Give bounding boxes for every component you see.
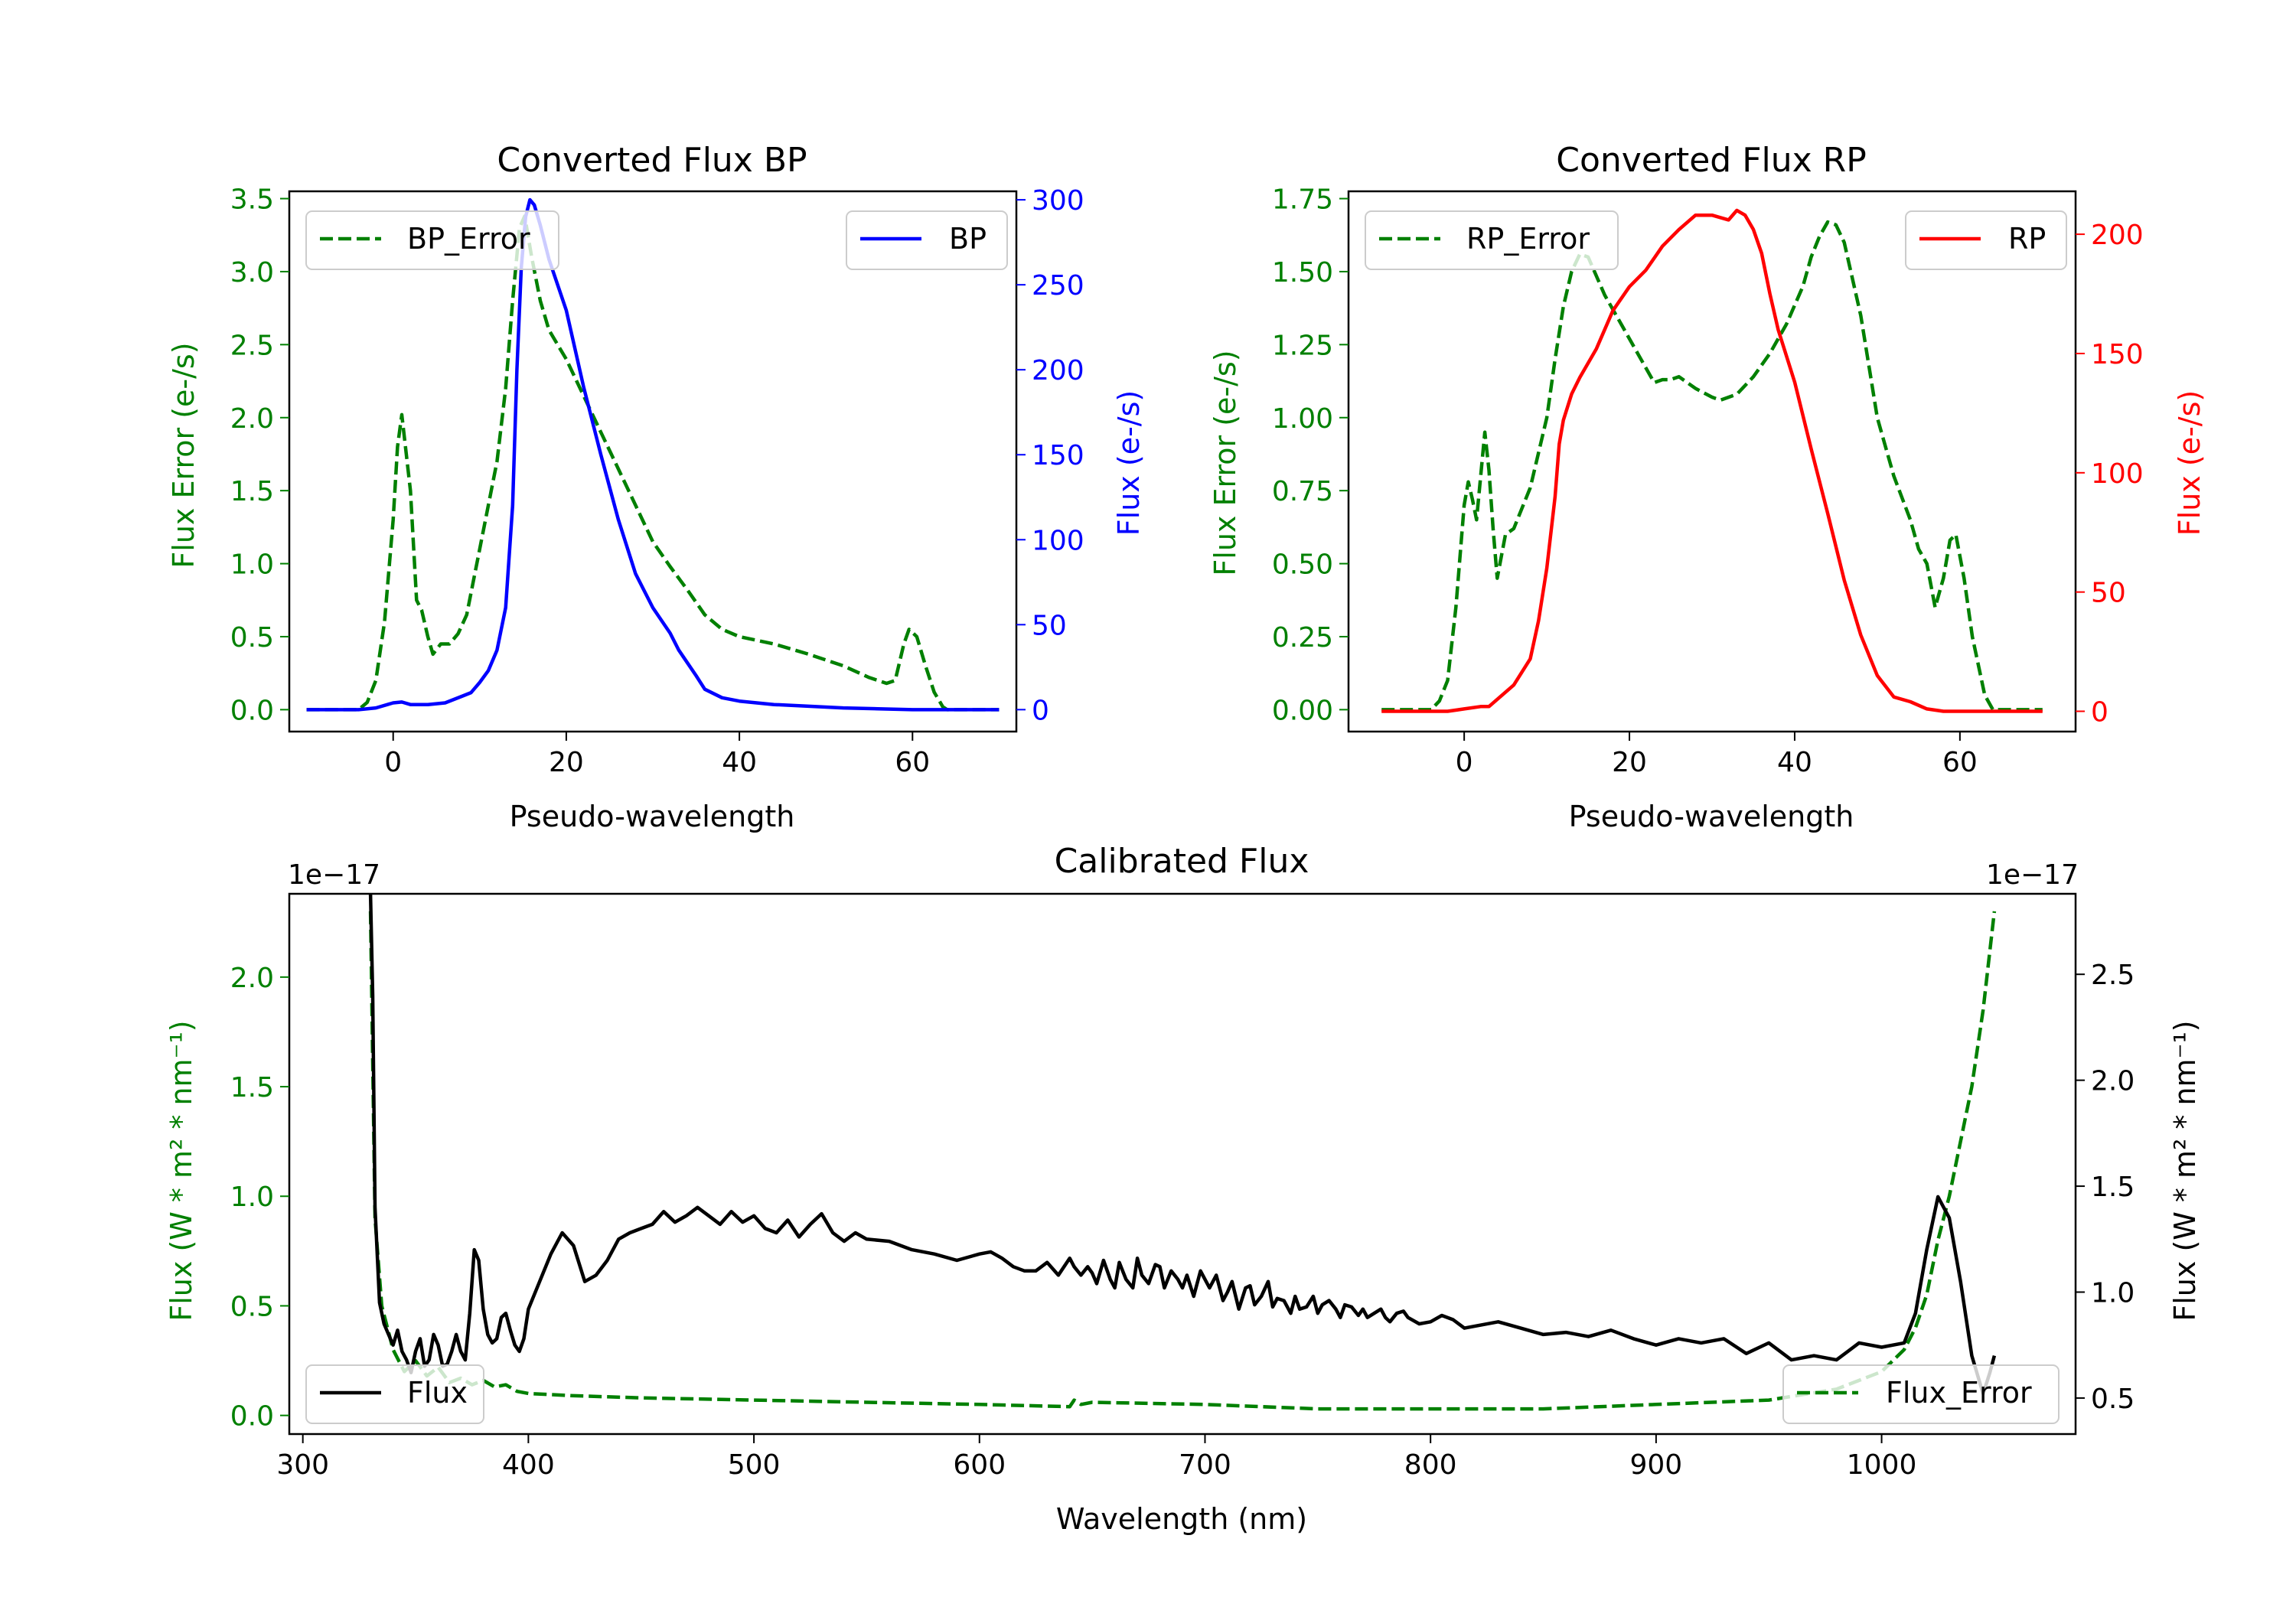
- x-tick-label: 400: [502, 1449, 555, 1481]
- series-line-flux-error: [368, 911, 1997, 1411]
- y-tick-label-left: 0.5: [230, 1291, 274, 1322]
- y-tick-label-left: 1.0: [230, 1182, 274, 1213]
- y-tick-label-right: 150: [2091, 339, 2144, 370]
- y-tick-label-right: 200: [1032, 355, 1084, 386]
- y-tick-label-left: 1.00: [1272, 403, 1333, 435]
- y-tick-label-left: 0.00: [1272, 695, 1333, 726]
- y-tick-label-right: 200: [2091, 220, 2144, 251]
- legend-right: BP: [846, 210, 1008, 270]
- plot-frame: [288, 892, 2077, 1436]
- y-axis-left-label: Flux Error (e-/s): [167, 342, 201, 568]
- y-tick-label-left: 3.5: [230, 184, 274, 216]
- y-tick-label-left: 0.5: [230, 622, 274, 654]
- y-tick-label-right: 1.5: [2091, 1172, 2135, 1203]
- y-tick-label-right: 100: [1032, 525, 1084, 556]
- chart-title: Converted Flux RP: [1556, 141, 1867, 180]
- legend-label: BP: [949, 222, 987, 256]
- y-tick-label-right: 2.5: [2091, 960, 2135, 991]
- y-tick-label-right: 0: [2091, 697, 2108, 729]
- plot-frame: [288, 190, 1018, 733]
- x-tick-label: 60: [895, 747, 930, 778]
- x-tick-label: 500: [728, 1449, 781, 1481]
- x-axis-label: Pseudo-wavelength: [1569, 800, 1854, 833]
- x-tick-label: 1000: [1847, 1449, 1917, 1481]
- x-tick-label: 60: [1942, 747, 1978, 778]
- y-tick-label-right: 2.0: [2091, 1066, 2135, 1097]
- series-line-rp-error: [1381, 220, 2043, 712]
- legend-right: RP: [1905, 210, 2067, 270]
- series-line-rp: [1381, 208, 2043, 713]
- y-tick-label-left: 1.5: [230, 1072, 274, 1103]
- series-line-bp-error: [306, 214, 1000, 712]
- y-tick-label-right: 50: [1032, 610, 1067, 641]
- legend-label: Flux_Error: [1886, 1376, 2032, 1410]
- y-axis-right-label: Flux (e-/s): [1112, 390, 1146, 536]
- y-tick-label-right: 0.5: [2091, 1384, 2135, 1415]
- chart-bp: Converted Flux BP 0 20 40 60 0.0 0.5 1.0 1.5 2.0…: [167, 141, 1146, 833]
- y-tick-label-right: 300: [1032, 185, 1084, 217]
- x-tick-label: 40: [1777, 747, 1812, 778]
- x-axis-label: Pseudo-wavelength: [510, 800, 795, 833]
- x-tick-label: 0: [384, 747, 402, 778]
- y-tick-label-left: 1.50: [1272, 257, 1333, 288]
- y-tick-label-left: 1.5: [230, 476, 274, 507]
- y-tick-label-left: 2.0: [230, 403, 274, 435]
- y-tick-label-left: 1.0: [230, 549, 274, 581]
- x-tick-label: 700: [1179, 1449, 1231, 1481]
- legend-right: Flux_Error: [1782, 1364, 2060, 1424]
- y-tick-label-right: 250: [1032, 270, 1084, 302]
- legend-label: RP: [2008, 222, 2046, 256]
- y-tick-label-left: 1.25: [1272, 330, 1333, 361]
- plot-frame: [1347, 190, 2077, 733]
- x-tick-label: 40: [722, 747, 757, 778]
- x-tick-label: 600: [953, 1449, 1006, 1481]
- y-axis-left-label: Flux Error (e-/s): [1208, 350, 1242, 575]
- offset-label-right: 1e−17: [1986, 859, 2079, 891]
- y-axis-right-label: Flux (W * m² * nm⁻¹): [2168, 1020, 2202, 1321]
- y-tick-label-right: 100: [2091, 458, 2144, 490]
- y-tick-label-right: 1.0: [2091, 1278, 2135, 1309]
- chart-calibrated: Calibrated Flux 1e−17 1e−17 300 400 500 600…: [165, 842, 2202, 1536]
- legend-left: BP_Error: [305, 210, 559, 270]
- legend-left: RP_Error: [1365, 210, 1619, 270]
- chart-title: Converted Flux BP: [497, 141, 807, 180]
- y-tick-label-right: 0: [1032, 695, 1049, 726]
- y-tick-label-left: 1.75: [1272, 184, 1333, 216]
- legend-left: Flux: [305, 1364, 484, 1424]
- x-tick-label: 800: [1404, 1449, 1457, 1481]
- y-tick-label-left: 0.0: [230, 695, 274, 726]
- x-tick-label: 20: [549, 747, 584, 778]
- y-tick-label-left: 3.0: [230, 257, 274, 288]
- legend-label: Flux: [407, 1376, 468, 1410]
- x-tick-label: 20: [1612, 747, 1647, 778]
- y-tick-label-left: 0.0: [230, 1401, 274, 1433]
- y-axis-right-label: Flux (e-/s): [2173, 390, 2206, 536]
- legend-label: BP_Error: [407, 222, 530, 256]
- series-line-flux: [368, 894, 1997, 1396]
- x-tick-label: 900: [1630, 1449, 1683, 1481]
- y-tick-label-left: 2.0: [230, 963, 274, 994]
- y-axis-left-label: Flux (W * m² * nm⁻¹): [165, 1020, 198, 1321]
- x-axis-label: Wavelength (nm): [1056, 1502, 1307, 1536]
- x-tick-label: 0: [1456, 747, 1473, 778]
- chart-title: Calibrated Flux: [1055, 842, 1309, 881]
- y-tick-label-left: 0.50: [1272, 549, 1333, 581]
- y-tick-label-left: 0.25: [1272, 622, 1333, 654]
- x-tick-label: 300: [276, 1449, 329, 1481]
- y-tick-label-left: 2.5: [230, 330, 274, 361]
- legend-label: RP_Error: [1466, 222, 1590, 256]
- y-tick-label-right: 50: [2091, 578, 2126, 609]
- y-tick-label-right: 150: [1032, 440, 1084, 471]
- offset-label-left: 1e−17: [288, 859, 380, 891]
- y-tick-label-left: 0.75: [1272, 476, 1333, 507]
- chart-rp: Converted Flux RP 0 20 40 60 0.00 0.25 0.50 0.7…: [1208, 141, 2206, 833]
